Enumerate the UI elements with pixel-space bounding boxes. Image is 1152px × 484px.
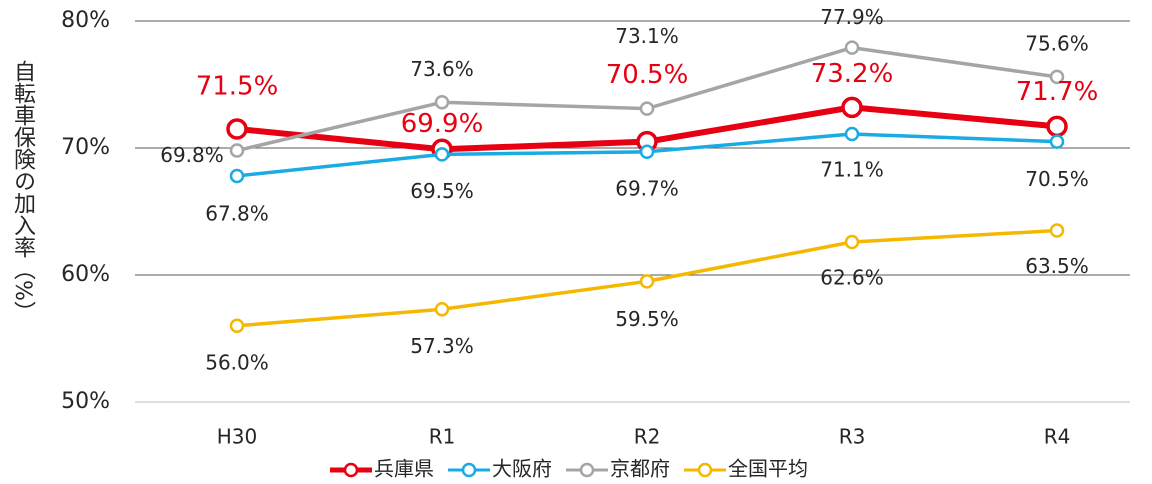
data-label: 70.5% xyxy=(1025,167,1089,191)
data-label: 69.5% xyxy=(410,179,474,203)
data-label: 59.5% xyxy=(615,307,679,331)
data-label: 57.3% xyxy=(410,334,474,358)
data-label: 71.7% xyxy=(1016,77,1099,107)
legend-item: 京都府 xyxy=(566,457,670,481)
x-tick-label: R4 xyxy=(1044,425,1071,449)
point xyxy=(229,318,245,334)
point xyxy=(841,96,863,119)
data-label: 63.5% xyxy=(1025,254,1089,278)
point xyxy=(639,101,655,116)
data-label: 62.6% xyxy=(820,265,884,289)
point xyxy=(434,302,450,317)
point xyxy=(229,143,245,158)
point xyxy=(226,118,248,140)
legend-marker xyxy=(697,462,713,478)
legend-item: 全国平均 xyxy=(684,457,808,481)
y-tick-label: 60% xyxy=(61,262,110,287)
point xyxy=(1046,115,1068,138)
point xyxy=(639,274,655,289)
legend-marker xyxy=(343,462,359,478)
data-label: 70.5% xyxy=(606,60,689,90)
x-tick-label: H30 xyxy=(217,425,258,449)
point xyxy=(434,147,450,162)
point xyxy=(1049,223,1065,238)
data-label: 77.9% xyxy=(820,5,884,29)
point xyxy=(229,168,245,184)
data-label: 56.0% xyxy=(205,350,269,374)
x-tick-label: R1 xyxy=(429,425,456,449)
data-label: 69.9% xyxy=(401,109,484,139)
data-label: 75.6% xyxy=(1025,31,1089,55)
x-tick-label: R3 xyxy=(839,425,866,449)
y-tick-label: 80% xyxy=(61,8,110,33)
point xyxy=(639,144,655,160)
data-label: 73.6% xyxy=(410,57,474,81)
data-label: 73.2% xyxy=(811,59,894,89)
y-tick-label: 50% xyxy=(61,389,110,414)
data-label: 67.8% xyxy=(205,201,269,225)
y-axis-label: 自転車保険の加入率（%） xyxy=(10,60,36,323)
legend-marker xyxy=(461,462,477,478)
legend-label: 全国平均 xyxy=(728,457,808,481)
y-tick-label: 70% xyxy=(61,135,110,160)
point xyxy=(844,234,860,250)
legend-label: 大阪府 xyxy=(492,457,552,481)
point xyxy=(844,40,860,55)
data-label: 71.1% xyxy=(820,158,884,182)
x-tick-label: R2 xyxy=(634,425,661,449)
data-label: 69.7% xyxy=(615,176,679,200)
legend-item: 大阪府 xyxy=(448,457,552,481)
data-label: 69.8% xyxy=(160,143,224,167)
point xyxy=(1049,134,1065,149)
legend-label: 兵庫県 xyxy=(374,457,434,481)
point xyxy=(844,126,860,142)
data-label: 71.5% xyxy=(196,71,279,101)
point xyxy=(434,95,450,110)
point xyxy=(1049,69,1065,85)
data-label: 73.1% xyxy=(615,24,679,48)
legend-marker xyxy=(579,462,595,478)
legend-label: 京都府 xyxy=(610,457,670,481)
legend-item: 兵庫県 xyxy=(330,457,434,481)
